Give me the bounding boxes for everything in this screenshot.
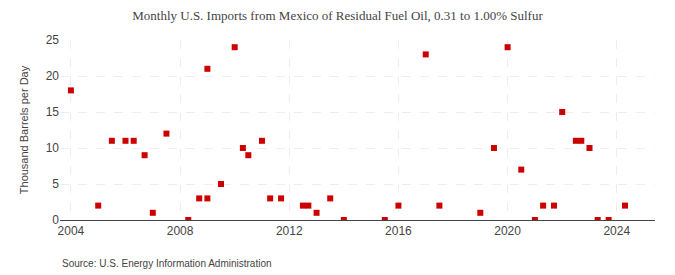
svg-text:Thousand Barrels per Day: Thousand Barrels per Day <box>18 65 30 194</box>
svg-text:0: 0 <box>52 213 59 227</box>
svg-text:2004: 2004 <box>58 224 85 238</box>
svg-text:2008: 2008 <box>167 224 194 238</box>
svg-text:Source: U.S. Energy Informatio: Source: U.S. Energy Information Administ… <box>62 258 272 269</box>
svg-text:10: 10 <box>46 141 60 155</box>
svg-text:2012: 2012 <box>276 224 303 238</box>
svg-text:5: 5 <box>52 177 59 191</box>
svg-text:Monthly U.S. Imports from Mexi: Monthly U.S. Imports from Mexico of Resi… <box>132 8 543 23</box>
svg-text:2024: 2024 <box>603 224 630 238</box>
svg-text:2020: 2020 <box>494 224 521 238</box>
svg-text:2016: 2016 <box>385 224 412 238</box>
svg-text:25: 25 <box>46 33 60 47</box>
svg-text:15: 15 <box>46 105 60 119</box>
svg-text:20: 20 <box>46 69 60 83</box>
